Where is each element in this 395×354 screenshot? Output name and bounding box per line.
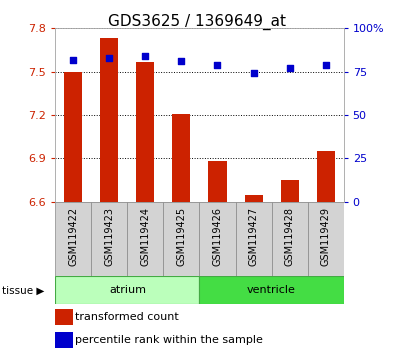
Bar (91, 202, 127, 276)
Text: atrium: atrium (109, 285, 146, 295)
Text: GSM119429: GSM119429 (321, 207, 331, 266)
Bar (235, 202, 272, 276)
Point (178, 58, 184, 64)
Bar (199, 276, 344, 304)
Text: GSM119423: GSM119423 (104, 207, 115, 266)
Bar (127, 202, 164, 276)
Point (286, 65, 293, 71)
Text: GSM119426: GSM119426 (213, 207, 222, 266)
Bar (136, 62, 154, 202)
Bar (164, 202, 199, 276)
Point (250, 70, 257, 76)
Bar (64, 72, 82, 202)
Bar (55, 276, 199, 304)
Text: tissue ▶: tissue ▶ (2, 285, 44, 295)
Text: percentile rank within the sample: percentile rank within the sample (75, 335, 263, 346)
Bar (199, 202, 235, 276)
Point (142, 53, 149, 59)
Text: GSM119422: GSM119422 (68, 207, 78, 266)
Bar (280, 180, 299, 202)
Point (214, 62, 221, 68)
Text: GSM119424: GSM119424 (140, 207, 150, 266)
Text: GSM119427: GSM119427 (248, 207, 259, 266)
Point (106, 55, 113, 61)
Text: ventricle: ventricle (247, 285, 296, 295)
Bar (308, 202, 344, 276)
Bar (209, 161, 226, 202)
Bar (55, 309, 73, 325)
Bar (272, 202, 308, 276)
Bar (55, 202, 91, 276)
Bar (100, 39, 118, 202)
Text: GSM119428: GSM119428 (284, 207, 295, 266)
Bar (55, 332, 73, 348)
Bar (245, 195, 263, 202)
Text: GDS3625 / 1369649_at: GDS3625 / 1369649_at (109, 14, 286, 30)
Text: transformed count: transformed count (75, 312, 179, 322)
Bar (173, 114, 190, 202)
Point (322, 62, 329, 68)
Bar (317, 151, 335, 202)
Point (70, 57, 77, 62)
Text: GSM119425: GSM119425 (177, 207, 186, 266)
